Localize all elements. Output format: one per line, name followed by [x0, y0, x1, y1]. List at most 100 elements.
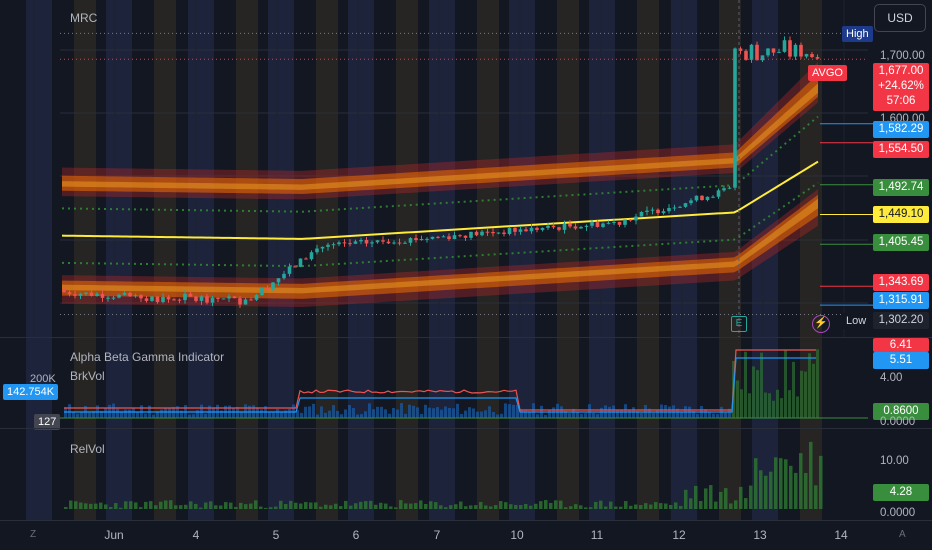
relvol-bar — [479, 501, 483, 509]
brkvol-bar — [468, 407, 471, 418]
afterhours-shade — [154, 429, 176, 521]
price-tag-lower-outer: 1,343.69 — [873, 274, 929, 291]
brkvol-bar — [380, 406, 383, 418]
relvol-bar — [434, 502, 438, 509]
candle-body — [375, 240, 380, 243]
brkvol-bar — [188, 414, 191, 418]
brkvol-bar — [480, 411, 483, 418]
relvol-bar — [644, 503, 648, 509]
candle-body — [524, 229, 528, 232]
ind1-tag-green: 0.8600 — [873, 403, 929, 420]
relvol-bar — [784, 459, 788, 509]
dividend-bolt-icon[interactable]: ⚡ — [812, 315, 830, 333]
ind1-axis-4: 4.00 — [880, 372, 903, 384]
brkvol-bar — [216, 404, 219, 418]
main-chart-pane[interactable]: MRC 1,700.00 1,600.00 High AVGO 1,677.00… — [0, 0, 932, 337]
afterhours-shade — [637, 338, 659, 429]
premarket-shade — [188, 0, 214, 337]
candle-body — [705, 196, 710, 201]
relvol-bar — [639, 505, 643, 509]
relvol-bar — [229, 502, 233, 509]
relvol-bar — [209, 501, 213, 509]
brkvol-bar — [788, 390, 791, 418]
relvol-bar — [174, 505, 178, 509]
brkvol-bar — [576, 411, 579, 418]
price-chart[interactable] — [0, 0, 932, 337]
date-label-13: 13 — [753, 528, 767, 542]
brkvol-bar — [200, 404, 203, 418]
brkvol-bar — [300, 412, 303, 418]
earnings-icon[interactable]: E — [731, 316, 747, 332]
relvol-bar — [609, 501, 613, 509]
last-price-value: 1,677.00 — [878, 65, 924, 77]
brkvol-bar — [372, 409, 375, 418]
brkvol-bar — [572, 408, 575, 418]
brkvol-bar — [452, 408, 455, 418]
premarket-shade — [26, 429, 52, 521]
relvol-bar — [744, 498, 748, 509]
candle-body — [694, 195, 699, 201]
relvol-bar — [184, 504, 188, 509]
candle-body — [155, 296, 160, 303]
brkvol-bar — [524, 410, 527, 418]
premarket-shade — [106, 0, 132, 337]
brkvol-bar — [440, 409, 443, 418]
ind2-axis-10: 10.00 — [880, 455, 909, 467]
relvol-bar — [709, 485, 713, 509]
brkvol-bar — [624, 404, 627, 418]
candle-body — [243, 299, 248, 305]
currency-selector[interactable]: USD — [874, 4, 926, 32]
brkvol-bar — [800, 370, 803, 418]
candle-body — [458, 235, 462, 237]
relvol-bar — [149, 501, 153, 509]
relvol-bar — [809, 441, 813, 509]
brkvol-bar — [92, 411, 95, 418]
brkvol-bar — [724, 412, 727, 418]
relvol-bar — [199, 507, 203, 509]
relvol-bar — [419, 500, 423, 509]
timezone-corner[interactable]: Z — [30, 529, 37, 540]
indicator-pane-relvol[interactable]: RelVol 10.00 4.28 0.0000 — [0, 428, 932, 521]
brkvol-bar — [180, 410, 183, 418]
candle-body — [590, 222, 594, 226]
relvol-bar — [89, 503, 93, 509]
candle-body — [496, 232, 501, 234]
date-label-6: 6 — [352, 528, 360, 542]
candle-body — [331, 244, 336, 246]
candle-body — [276, 278, 281, 283]
brkvol-bar — [292, 404, 295, 418]
relvol-bar — [724, 488, 728, 509]
candle-body — [282, 273, 286, 279]
relvol-bar — [314, 502, 318, 509]
relvol-bar — [584, 507, 588, 509]
candle-body — [84, 292, 88, 294]
candle-body — [601, 223, 605, 227]
candle-body — [260, 288, 264, 296]
relvol-bar — [494, 505, 498, 509]
relvol-bar — [369, 500, 373, 509]
candle-body — [359, 239, 363, 242]
relvol-bar — [699, 500, 703, 509]
brkvol-bar — [120, 411, 123, 418]
auto-scale-corner[interactable]: A — [899, 529, 906, 540]
relvol-bar — [94, 503, 98, 509]
relvol-bar — [384, 503, 388, 509]
date-label-12: 12 — [672, 528, 686, 542]
relvol-bar — [249, 503, 253, 509]
candle-body — [425, 238, 429, 240]
relvol-bar — [669, 504, 673, 509]
relvol-bar — [664, 503, 668, 509]
brkvol-bar — [424, 404, 427, 418]
relvol-bar — [274, 506, 278, 509]
time-axis[interactable] — [0, 520, 932, 550]
brkvol-bar — [136, 411, 139, 418]
price-tag-upper-band: 1,582.29 — [873, 121, 929, 138]
brkvol-bar — [640, 412, 643, 418]
brkvol-bar — [528, 411, 531, 418]
relvol-bar — [304, 502, 308, 509]
indicator-pane-brkvol[interactable]: Alpha Beta Gamma Indicator BrkVol 200K 1… — [0, 337, 932, 430]
candle-body — [67, 292, 72, 295]
afterhours-shade — [637, 429, 659, 521]
brkvol-bar — [796, 396, 799, 418]
brkvol-bar — [260, 409, 263, 418]
